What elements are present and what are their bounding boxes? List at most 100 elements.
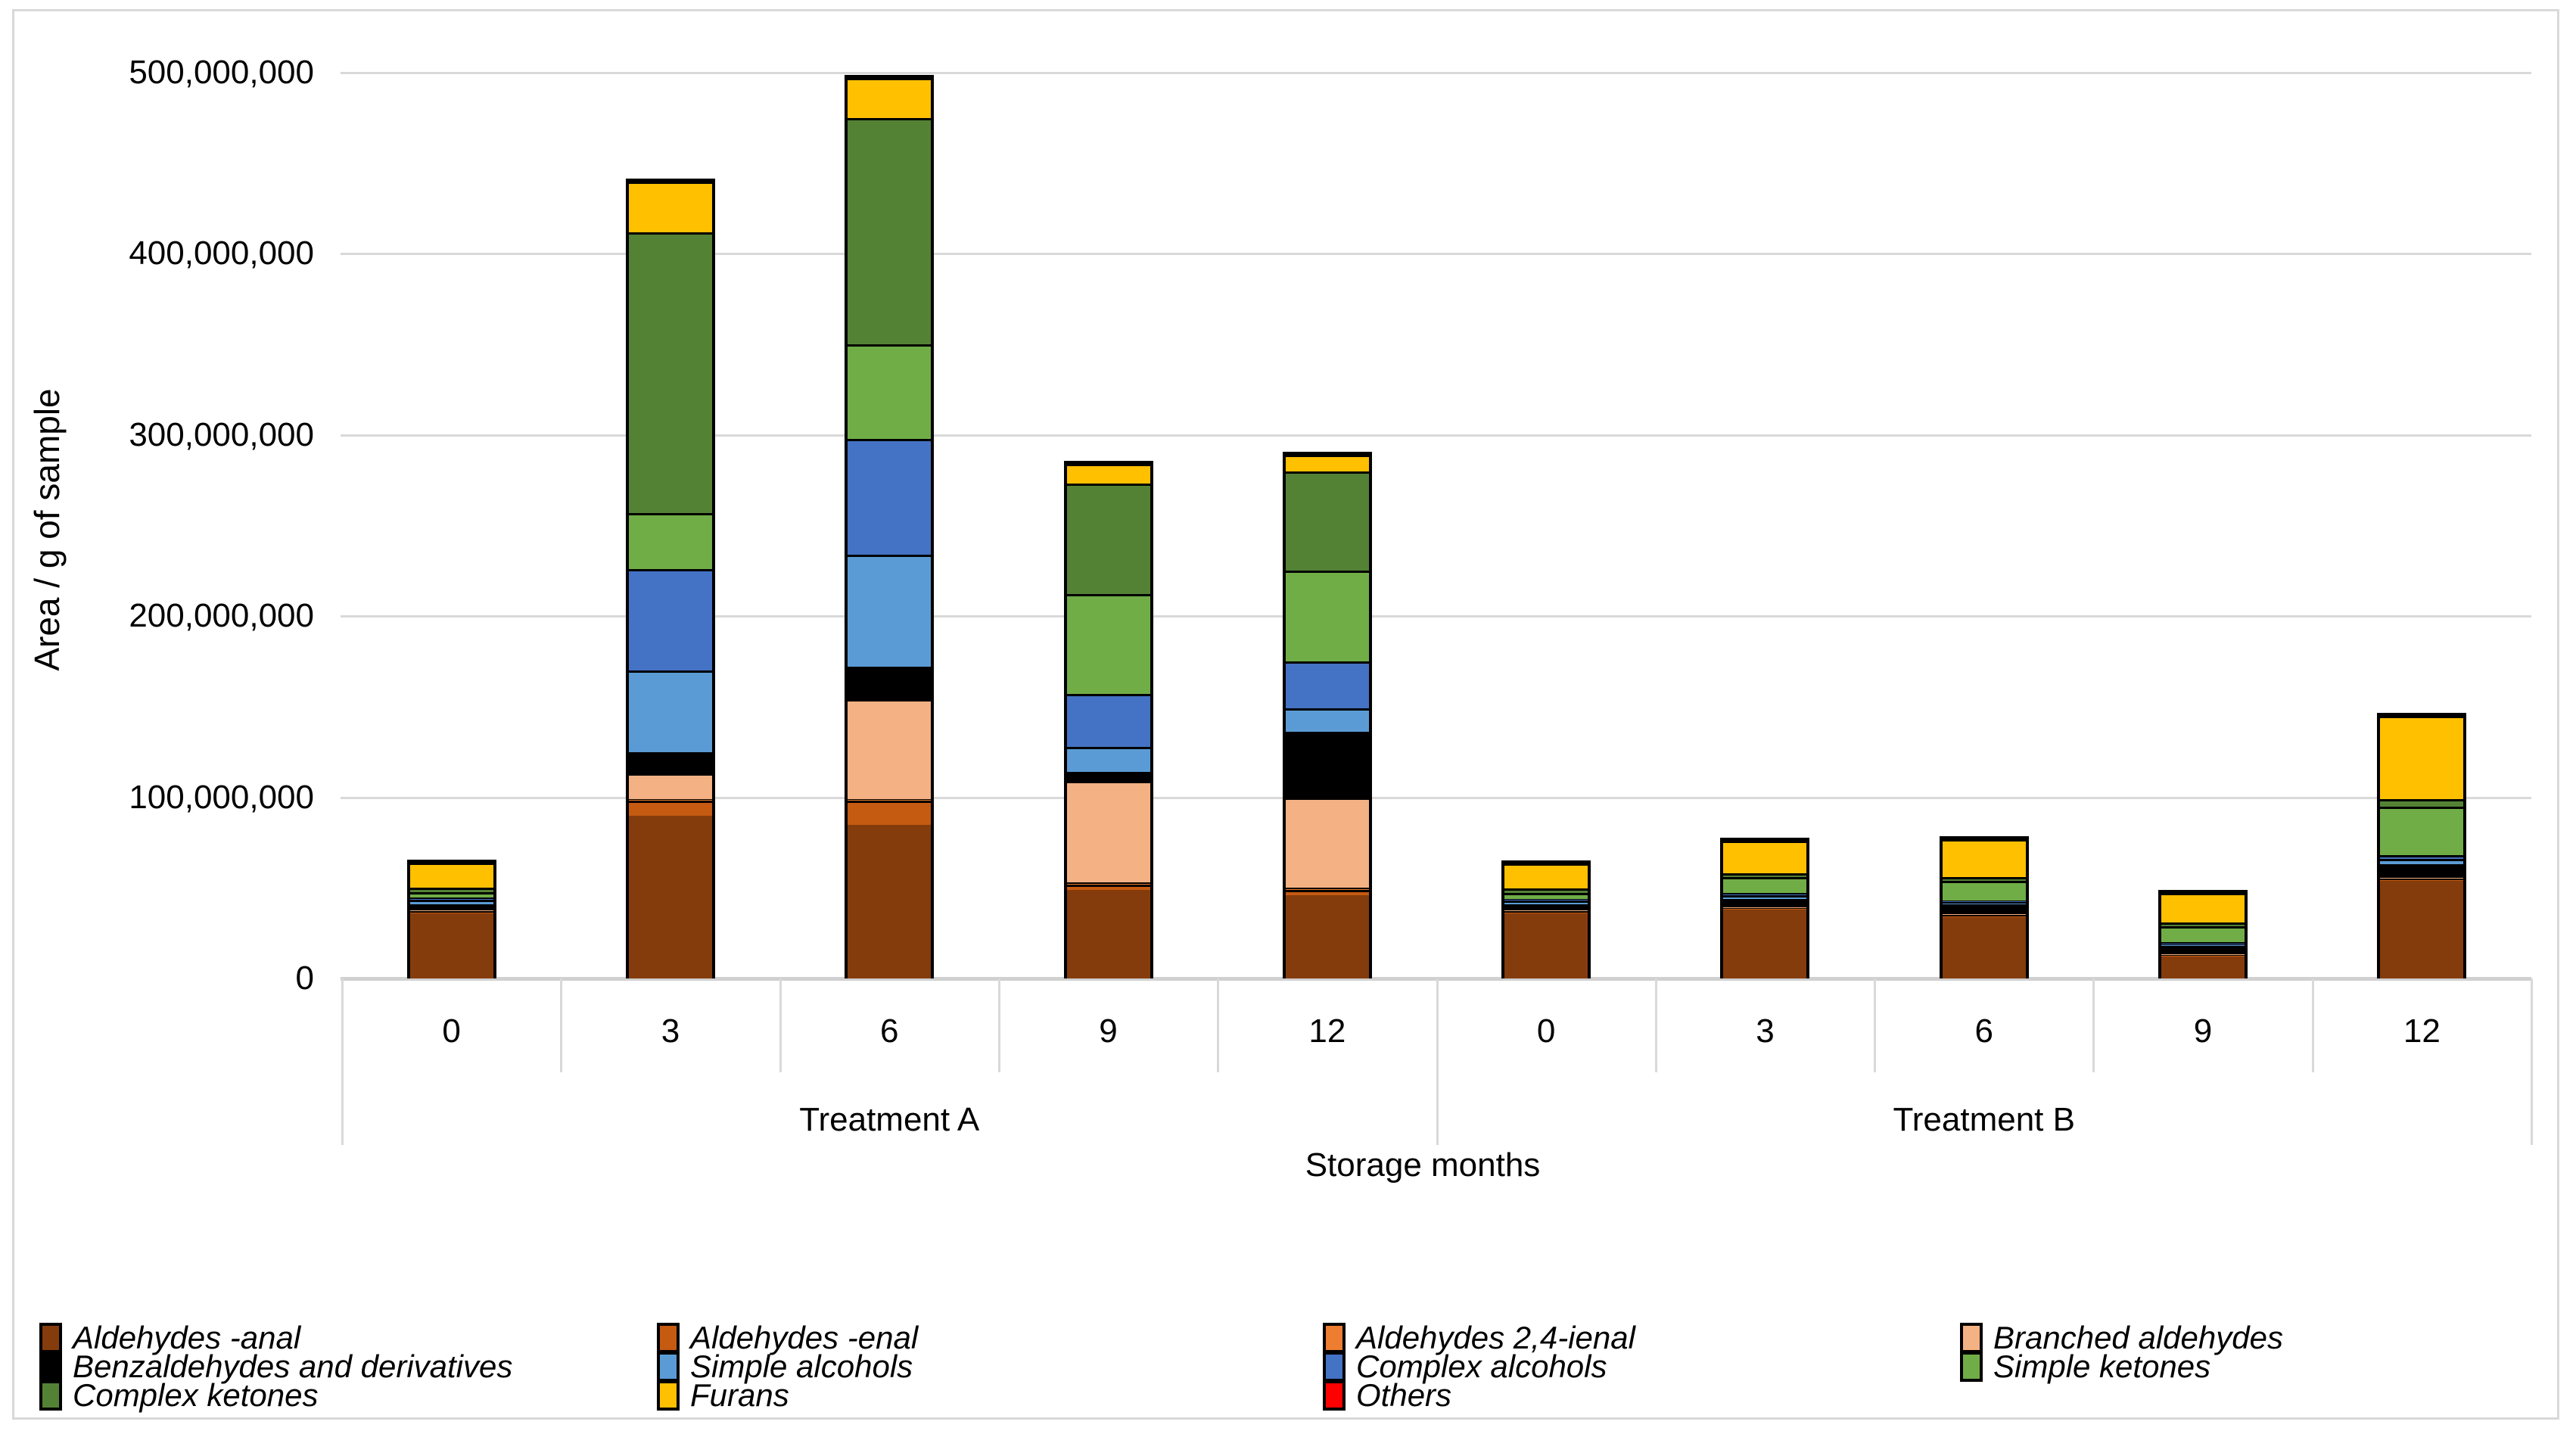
- bar-segment-benzaldehydes-and-derivatives: [2161, 945, 2245, 953]
- stacked-bar-treatment-b-0: [1501, 860, 1591, 978]
- bar-segment-complex-ketones: [848, 117, 932, 345]
- legend-label: Complex ketones: [73, 1377, 319, 1413]
- bar-segment-aldehydes--anal: [1066, 889, 1150, 978]
- bar-segment-branched-aldehydes: [1066, 781, 1150, 883]
- legend-item: Benzaldehydes and derivatives: [39, 1349, 512, 1384]
- bar-segment-aldehydes--anal: [1942, 916, 2026, 978]
- bar-segment-branched-aldehydes: [848, 699, 932, 799]
- group-separator: [2531, 1072, 2533, 1145]
- legend-swatch-benzaldehydes-and-derivatives: [39, 1352, 62, 1382]
- bar-segment-furans: [1942, 838, 2026, 877]
- month-cell-separator: [341, 978, 344, 1072]
- bar-segment-simple-ketones: [628, 512, 712, 569]
- bar-segment-benzaldehydes-and-derivatives: [2380, 864, 2464, 877]
- bar-segment-benzaldehydes-and-derivatives: [1285, 732, 1369, 798]
- bar-segment-complex-ketones: [409, 888, 493, 893]
- legend-item: Aldehydes -anal: [39, 1320, 301, 1355]
- legend-swatch-simple-alcohols: [657, 1352, 680, 1382]
- x-group-label: Treatment A: [799, 1101, 980, 1138]
- legend-item: Branched aldehydes: [1960, 1320, 2283, 1355]
- bar-segment-furans: [2161, 893, 2245, 922]
- bar-segment-simple-ketones: [2380, 806, 2464, 856]
- gridline: [341, 615, 2531, 618]
- y-tick-label: 200,000,000: [129, 597, 314, 635]
- bar-segment-aldehydes--anal: [1285, 894, 1369, 978]
- legend-item: Simple ketones: [1960, 1349, 2211, 1384]
- bar-segment-aldehydes--anal: [1723, 910, 1807, 978]
- bar-segment-benzaldehydes-and-derivatives: [628, 751, 712, 774]
- month-cell-separator: [1874, 978, 1877, 1072]
- bar-segment-branched-aldehydes: [628, 773, 712, 799]
- bar-segment-simple-ketones: [1504, 893, 1588, 899]
- group-separator: [341, 1072, 344, 1145]
- bar-segment-simple-ketones: [1066, 594, 1150, 695]
- month-cell-separator: [2092, 978, 2095, 1072]
- x-tick-label-month: 0: [1536, 1013, 1556, 1050]
- legend-label: Simple ketones: [1993, 1349, 2211, 1384]
- bar-segment-furans: [628, 181, 712, 232]
- bar-segment-complex-ketones: [1066, 484, 1150, 595]
- stacked-bar-treatment-a-6: [845, 75, 935, 978]
- month-cell-separator: [2311, 978, 2314, 1072]
- bar-segment-simple-alcohols: [1504, 901, 1588, 904]
- bar-segment-complex-ketones: [2380, 799, 2464, 807]
- legend-item: Furans: [657, 1377, 789, 1413]
- stacked-bar-treatment-a-3: [625, 178, 715, 978]
- stacked-bar-treatment-b-3: [1720, 838, 1810, 978]
- legend-item: Aldehydes -enal: [657, 1320, 919, 1355]
- y-tick-label: 500,000,000: [129, 54, 314, 91]
- bar-segment-aldehydes--anal: [409, 913, 493, 978]
- x-tick-label-month: 0: [442, 1013, 461, 1050]
- bar-segment-benzaldehydes-and-derivatives: [1066, 772, 1150, 782]
- x-tick-label-month: 3: [661, 1013, 680, 1050]
- legend-item: Others: [1323, 1377, 1451, 1413]
- bar-segment-benzaldehydes-and-derivatives: [409, 904, 493, 910]
- bar-segment-benzaldehydes-and-derivatives: [848, 667, 932, 700]
- legend-swatch-aldehydes-2,4-ienal: [1323, 1323, 1346, 1353]
- stacked-bar-treatment-b-6: [1939, 835, 2029, 978]
- bar-segment-furans: [2380, 715, 2464, 799]
- legend-item: Complex ketones: [39, 1377, 319, 1413]
- legend-label: Aldehydes 2,4-ienal: [1356, 1320, 1635, 1355]
- bar-segment-simple-ketones: [1942, 880, 2026, 901]
- month-cell-separator: [1217, 978, 1220, 1072]
- bar-segment-furans: [409, 862, 493, 888]
- bar-segment-complex-ketones: [1723, 873, 1807, 877]
- bar-segment-furans: [1723, 841, 1807, 874]
- x-tick-label-month: 3: [1756, 1013, 1775, 1050]
- bar-segment-complex-ketones: [1942, 876, 2026, 881]
- bar-segment-furans: [848, 78, 932, 118]
- bar-segment-simple-ketones: [2161, 925, 2245, 943]
- legend-label: Aldehydes -enal: [690, 1320, 919, 1355]
- stacked-bar-treatment-a-12: [1282, 452, 1372, 978]
- gridline: [341, 72, 2531, 74]
- group-separator: [1436, 1072, 1439, 1145]
- bar-segment-furans: [1285, 455, 1369, 471]
- chart-area-border: [12, 9, 2559, 1420]
- bar-segment-furans: [1504, 863, 1588, 889]
- x-group-label: Treatment B: [1893, 1101, 2075, 1138]
- legend-swatch-aldehydes--anal: [39, 1323, 62, 1353]
- legend-swatch-complex-alcohols: [1323, 1352, 1346, 1382]
- x-tick-label-month: 12: [2403, 1013, 2441, 1050]
- y-tick-label: 400,000,000: [129, 235, 314, 272]
- bar-segment-simple-ketones: [848, 344, 932, 439]
- bar-segment-simple-alcohols: [2380, 859, 2464, 865]
- x-tick-label-month: 9: [1099, 1013, 1118, 1050]
- month-cell-separator: [1436, 978, 1439, 1072]
- legend-swatch-simple-ketones: [1960, 1352, 1983, 1382]
- bar-segment-simple-alcohols: [628, 670, 712, 752]
- y-tick-label: 100,000,000: [129, 778, 314, 816]
- legend-label: Aldehydes -anal: [73, 1320, 301, 1355]
- bar-segment-aldehydes--anal: [628, 815, 712, 978]
- bar-segment-aldehydes--enal: [628, 801, 712, 816]
- bar-segment-simple-ketones: [1285, 571, 1369, 662]
- legend-item: Simple alcohols: [657, 1349, 913, 1384]
- y-tick-label: 0: [295, 960, 314, 997]
- bar-segment-simple-alcohols: [1285, 708, 1369, 733]
- gridline: [341, 434, 2531, 437]
- bar-segment-simple-alcohols: [1066, 746, 1150, 773]
- bar-segment-benzaldehydes-and-derivatives: [1504, 904, 1588, 910]
- gridline: [341, 253, 2531, 256]
